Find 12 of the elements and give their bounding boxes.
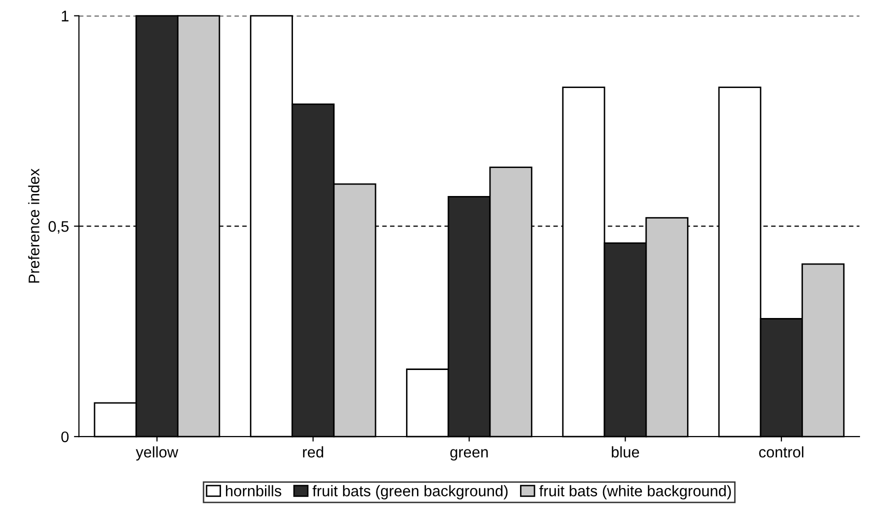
y-axis-title: Preference index bbox=[28, 168, 40, 283]
y-tick-label: 0 bbox=[61, 431, 69, 442]
legend-label: fruit bats (green background) bbox=[312, 485, 508, 500]
legend-label: hornbills bbox=[226, 485, 282, 496]
legend-label: fruit bats (white background) bbox=[539, 485, 731, 500]
y-tick-label: 0,5 bbox=[48, 221, 69, 234]
x-tick-label: yellow bbox=[136, 446, 178, 461]
x-tick-label: green bbox=[450, 449, 488, 461]
y-tick-label: 1 bbox=[62, 10, 68, 22]
x-tick-label: red bbox=[303, 446, 324, 458]
x-tick-label: control bbox=[759, 446, 804, 458]
x-tick-label: blue bbox=[612, 446, 640, 458]
